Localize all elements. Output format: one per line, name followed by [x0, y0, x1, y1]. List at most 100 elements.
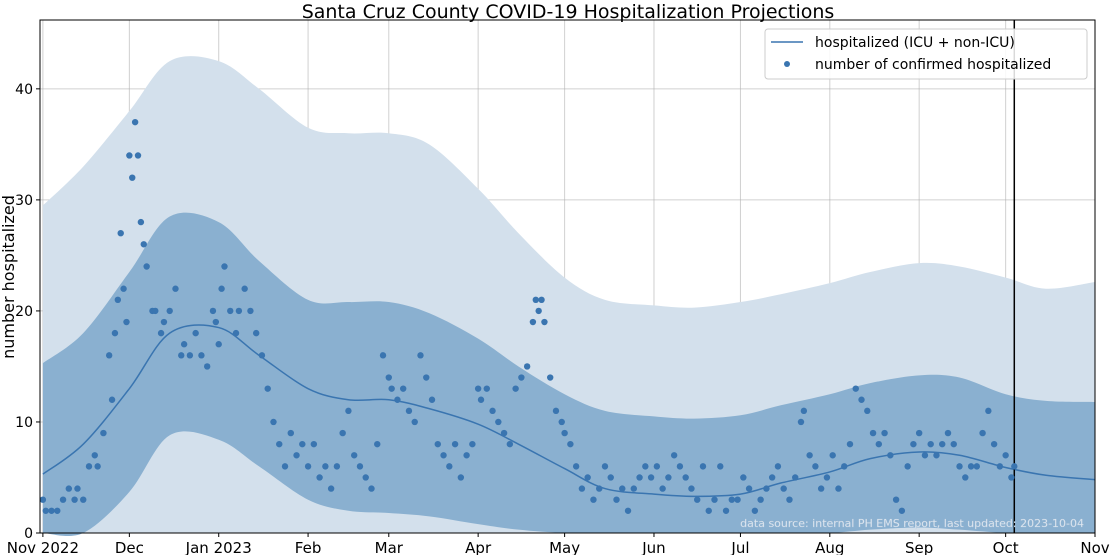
data-point [927, 440, 934, 448]
data-point [552, 407, 560, 415]
data-point [270, 418, 277, 426]
data-point [105, 352, 113, 359]
data-point [722, 507, 730, 514]
data-point [114, 296, 122, 304]
data-point [806, 452, 813, 459]
data-source-annotation: data source: internal PH EMS report, las… [740, 517, 1084, 530]
data-point [423, 374, 430, 381]
data-point [670, 452, 678, 459]
data-point [711, 496, 718, 503]
data-point [227, 307, 234, 315]
data-point [780, 485, 787, 492]
data-point [881, 429, 888, 437]
data-point [979, 429, 986, 437]
data-point [322, 463, 329, 470]
data-point [186, 352, 194, 359]
data-point [178, 352, 185, 359]
data-point [120, 285, 127, 292]
data-point [198, 352, 205, 359]
data-point [440, 452, 447, 459]
data-point [48, 507, 55, 514]
axes: Nov 2022 Dec Jan 2023 Feb Mar Apr May Jun Jul Aug… [7, 19, 1110, 557]
data-point [500, 429, 508, 437]
data-point [561, 429, 568, 437]
data-point [160, 318, 168, 326]
data-point [411, 418, 418, 426]
data-point [108, 396, 116, 403]
data-point [356, 463, 364, 470]
data-point [846, 440, 854, 448]
data-point [483, 385, 490, 392]
data-point [636, 474, 643, 481]
data-point [757, 496, 764, 503]
chart-title: Santa Cruz County COVID-19 Hospitalizati… [302, 1, 835, 23]
x-tick-label: Apr [465, 539, 492, 555]
legend-label-line: hospitalized (ICU + non-ICU) [815, 35, 1015, 51]
data-point [134, 152, 142, 159]
data-point [310, 440, 318, 448]
data-point [950, 440, 957, 448]
y-tick-label: 40 [15, 82, 33, 98]
data-point [887, 452, 894, 459]
data-point [232, 329, 240, 337]
data-point [345, 407, 352, 415]
data-point [241, 285, 248, 292]
data-point [717, 463, 724, 470]
data-point [1011, 463, 1018, 470]
data-point [111, 329, 119, 337]
data-point [333, 463, 341, 470]
x-tick-label: Jul [730, 539, 749, 555]
data-point [394, 396, 401, 403]
data-point [541, 318, 548, 326]
data-point [85, 463, 93, 470]
data-point [399, 385, 407, 392]
lines [42, 20, 1096, 533]
data-point [446, 463, 453, 470]
x-tick-label: Dec [115, 539, 144, 555]
data-point [140, 241, 147, 248]
data-point [218, 285, 225, 292]
data-point [933, 452, 940, 459]
data-point [100, 429, 107, 437]
data-point [985, 407, 992, 415]
legend-label-points: number of confirmed hospitalized [815, 57, 1051, 73]
data-point [841, 463, 848, 470]
data-point [379, 352, 387, 359]
data-point [915, 429, 923, 437]
data-point [65, 485, 73, 492]
data-point [792, 474, 799, 481]
data-point [209, 307, 217, 315]
data-point [495, 418, 502, 426]
data-point [584, 474, 591, 481]
data-point [157, 329, 165, 337]
data-point [823, 474, 831, 481]
x-tick-label: Aug [815, 539, 844, 555]
data-point [734, 496, 741, 503]
data-point [596, 485, 603, 492]
data-point [910, 440, 917, 448]
data-point [54, 507, 61, 514]
x-tick-label: Mar [375, 539, 404, 555]
data-point [607, 474, 614, 481]
plot-frame [39, 19, 1096, 534]
data-point [956, 463, 963, 470]
data-point [417, 352, 424, 359]
data-point [94, 463, 101, 470]
data-point [921, 452, 929, 459]
data-point [474, 385, 482, 392]
data-point [682, 474, 689, 481]
data-point [699, 463, 707, 470]
points [39, 118, 1018, 514]
data-point [800, 407, 808, 415]
data-point [126, 152, 133, 159]
x-tick-label: Sep [905, 539, 933, 555]
data-point [428, 396, 436, 403]
data-point [688, 485, 695, 492]
data-point [518, 374, 525, 381]
data-point [774, 463, 782, 470]
data-point [137, 218, 145, 226]
data-point [829, 452, 836, 459]
data-point [374, 440, 381, 448]
data-point [875, 440, 883, 448]
